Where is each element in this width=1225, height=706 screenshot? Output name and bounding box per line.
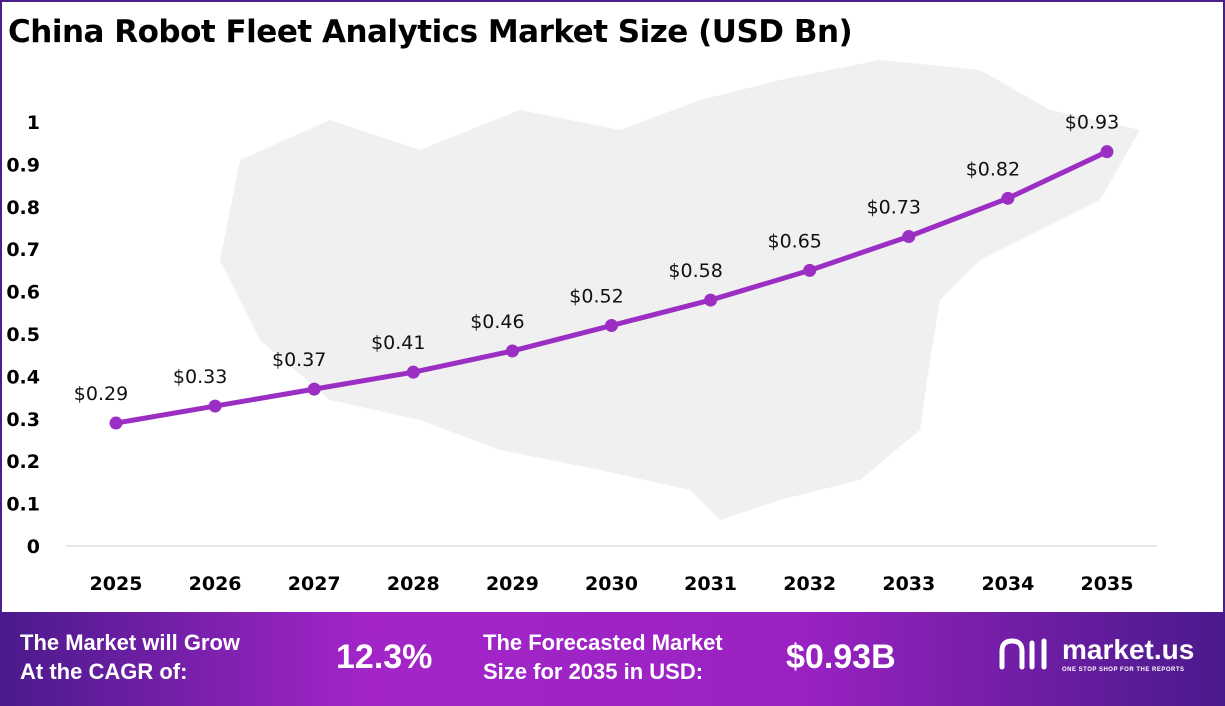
data-point xyxy=(109,416,123,430)
y-tick-label: 0.7 xyxy=(6,239,40,261)
cagr-label: The Market will Grow At the CAGR of: xyxy=(20,630,241,684)
data-point xyxy=(902,229,916,243)
data-point xyxy=(505,344,519,358)
logo-text: market.us xyxy=(1062,634,1195,665)
data-point xyxy=(1001,191,1015,205)
line-chart: 0 0.1 0.2 0.3 0.4 0.5 0.6 0.7 0.8 0.9 1 2025 2026 202… xyxy=(6,60,1157,595)
x-tick-label: 2026 xyxy=(189,573,242,595)
x-tick-label: 2027 xyxy=(288,573,341,595)
x-tick-label: 2031 xyxy=(684,573,737,595)
data-point xyxy=(208,399,222,413)
forecast-value: $0.93B xyxy=(786,638,896,676)
data-point xyxy=(803,263,817,277)
cagr-value: 12.3% xyxy=(336,638,433,676)
data-label: $0.58 xyxy=(668,260,722,282)
x-tick-label: 2029 xyxy=(486,573,539,595)
y-tick-label: 0 xyxy=(27,536,40,558)
y-tick-label: 0.3 xyxy=(6,409,40,431)
summary-banner: The Market will Grow At the CAGR of: 12.3… xyxy=(0,612,1225,706)
chart-title: China Robot Fleet Analytics Market Size … xyxy=(8,14,853,50)
data-point xyxy=(307,382,321,396)
data-label: $0.41 xyxy=(371,332,425,354)
forecast-label: The Forecasted Market Size for 2035 in US… xyxy=(483,630,723,684)
x-tick-label: 2025 xyxy=(90,573,143,595)
y-tick-label: 1 xyxy=(27,112,40,134)
data-point xyxy=(605,319,618,333)
data-point xyxy=(704,293,718,307)
y-tick-label: 0.4 xyxy=(6,366,40,388)
x-tick-label: 2032 xyxy=(783,573,836,595)
data-label: $0.37 xyxy=(272,349,326,371)
data-label: $0.93 xyxy=(1065,112,1119,134)
x-tick-label: 2033 xyxy=(882,573,935,595)
y-tick-label: 0.6 xyxy=(6,282,40,304)
y-tick-label: 0.8 xyxy=(6,197,40,219)
logo-tagline: ONE STOP SHOP FOR THE REPORTS xyxy=(1062,667,1185,673)
data-label: $0.52 xyxy=(569,286,623,308)
data-label: $0.46 xyxy=(470,311,524,333)
data-label: $0.82 xyxy=(966,158,1020,180)
market-us-logo: market.us ONE STOP SHOP FOR THE REPORTS xyxy=(998,636,1194,673)
china-map-background xyxy=(220,60,1140,520)
y-tick-label: 0.1 xyxy=(6,494,40,516)
data-label: $0.33 xyxy=(173,366,227,388)
y-tick-label: 0.9 xyxy=(6,154,40,176)
data-point xyxy=(406,365,420,379)
x-tick-label: 2034 xyxy=(981,573,1034,595)
x-tick-label: 2030 xyxy=(585,573,638,595)
logo-icon xyxy=(999,637,1047,669)
data-label: $0.73 xyxy=(867,196,921,218)
data-label: $0.65 xyxy=(767,230,821,252)
y-tick-label: 0.2 xyxy=(6,451,40,473)
x-tick-label: 2028 xyxy=(387,573,440,595)
y-tick-label: 0.5 xyxy=(6,324,40,346)
data-point xyxy=(1100,145,1114,159)
data-label: $0.29 xyxy=(74,383,128,405)
x-tick-label: 2035 xyxy=(1081,573,1134,595)
